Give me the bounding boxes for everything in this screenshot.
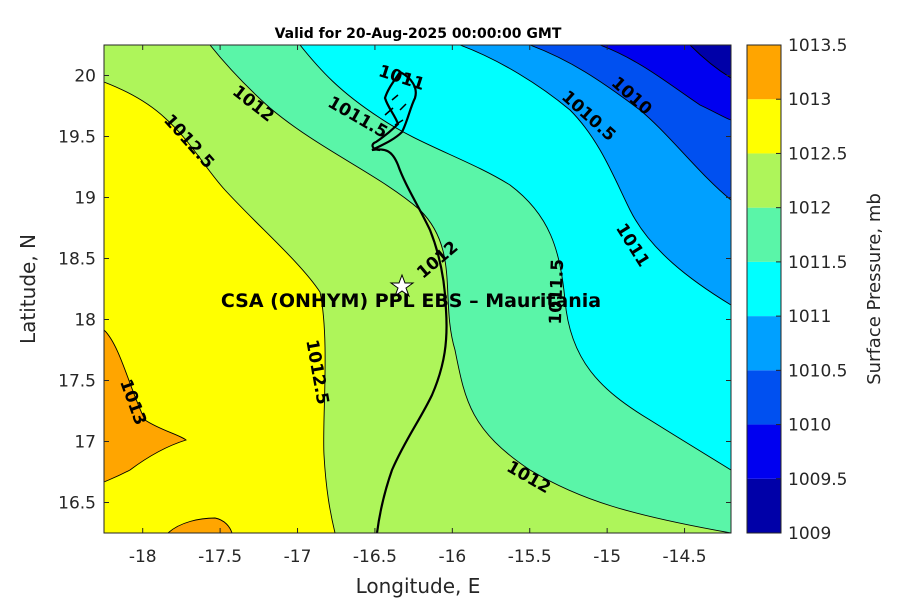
coastline-islands <box>384 94 407 126</box>
y-tick-label: 18 <box>74 311 96 331</box>
y-axis: 20 19.5 19 18.5 18 17.5 17 16.5 <box>58 67 731 514</box>
x-tick-label: -16.5 <box>353 547 397 567</box>
band-1012-5 <box>104 82 335 533</box>
site-star-icon <box>389 273 415 298</box>
colorbar-segment <box>747 316 781 371</box>
colorbar-tick-label: 1009.5 <box>788 470 847 490</box>
x-axis-label: Longitude, E <box>356 574 481 598</box>
coastline <box>371 70 448 533</box>
x-tick-label: -16 <box>438 547 466 567</box>
colorbar-tick-label: 1011 <box>788 307 831 327</box>
plot-frame <box>103 44 732 534</box>
x-tick-label: -18 <box>129 547 157 567</box>
colorbar-ticks: 1013.5 1013 1012.5 1012 1011.5 1011 1010.5 1010… <box>776 36 847 544</box>
contour-label: 1011.5 <box>546 259 568 325</box>
x-tick-label: -15.5 <box>508 547 552 567</box>
x-axis: -18 -17.5 -17 -16.5 -16 -15.5 -15 -14.5 <box>129 45 707 567</box>
map-title: Valid for 20-Aug-2025 00:00:00 GMT <box>275 26 562 42</box>
band-1009 <box>690 45 731 78</box>
colorbar-segment <box>747 207 781 262</box>
colorbar-segment <box>747 478 781 533</box>
colorbar-tick-label: 1011.5 <box>788 253 847 273</box>
x-tick-label: -15 <box>593 547 621 567</box>
contour-lines <box>104 45 731 533</box>
map-plot-area: 1011 1010 1012 1011.5 1010.5 1012.5 1011… <box>104 45 731 533</box>
y-tick-label: 16.5 <box>58 494 96 514</box>
colorbar <box>747 45 781 533</box>
band-1009-5 <box>600 45 731 120</box>
colorbar-segment <box>747 45 781 100</box>
site-label: CSA (ONHYM) PPL EBS – Mauritania <box>221 290 601 312</box>
colorbar-tick-label: 1009 <box>788 524 831 544</box>
y-tick-label: 17 <box>74 433 96 453</box>
band-1013-bottom <box>168 518 232 533</box>
colorbar-tick-label: 1010.5 <box>788 361 847 381</box>
x-tick-label: -14.5 <box>663 547 707 567</box>
band-1013 <box>104 330 186 482</box>
y-tick-label: 18.5 <box>58 250 96 270</box>
colorbar-tick-label: 1012 <box>788 199 831 219</box>
colorbar-label: Surface Pressure, mb <box>864 193 885 385</box>
colorbar-segment <box>747 424 781 479</box>
colorbar-tick-label: 1010 <box>788 416 831 436</box>
y-axis-label: Latitude, N <box>16 234 40 344</box>
colorbar-segment <box>747 99 781 154</box>
colorbar-segment <box>747 153 781 208</box>
colorbar-frame <box>746 44 782 534</box>
colorbar-tick-label: 1013.5 <box>788 36 847 56</box>
colorbar-tick-label: 1012.5 <box>788 144 847 164</box>
y-tick-label: 17.5 <box>58 372 96 392</box>
colorbar-segment <box>747 261 781 317</box>
x-tick-label: -17.5 <box>198 547 242 567</box>
colorbar-tick-label: 1013 <box>788 90 831 110</box>
colorbar-segment <box>747 370 781 425</box>
y-tick-label: 19 <box>74 189 96 209</box>
y-tick-label: 19.5 <box>58 128 96 148</box>
y-tick-label: 20 <box>74 67 96 87</box>
x-tick-label: -17 <box>284 547 312 567</box>
